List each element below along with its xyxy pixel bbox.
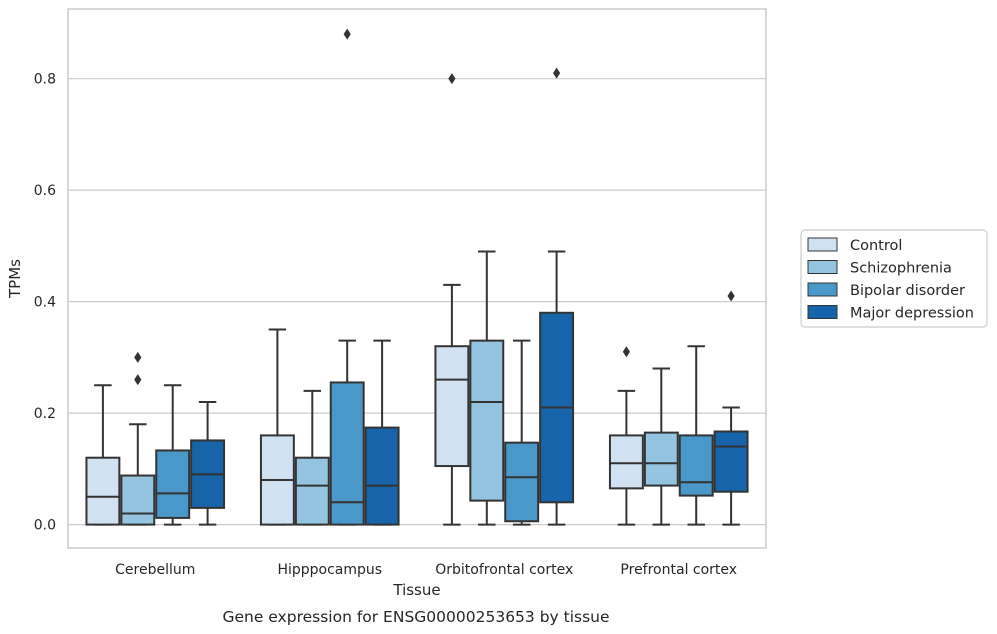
outlier-point: [553, 67, 561, 79]
box-schizophrenia: [643, 367, 679, 526]
legend-frame: [800, 229, 988, 328]
legend-swatch: [807, 282, 838, 297]
y-axis-label: TPMs: [6, 259, 24, 299]
box-control: [259, 328, 295, 526]
iqr-box: [364, 426, 400, 526]
box-major-depression: [364, 339, 400, 526]
iqr-box: [608, 434, 644, 490]
outlier-point: [727, 290, 735, 302]
iqr-box: [120, 474, 156, 526]
iqr-box: [678, 434, 714, 497]
box-schizophrenia: [120, 351, 156, 526]
x-tick-label: Cerebellum: [115, 562, 195, 578]
legend-label: Control: [850, 238, 902, 254]
x-tick-labels: Cerebellum Hipppocampus Orbitofrontal cort…: [115, 562, 737, 578]
x-tick-label: Orbitofrontal cortex: [435, 562, 573, 578]
legend-swatch: [807, 237, 838, 252]
y-tick-label: 0.2: [34, 406, 56, 422]
box-major-depression: [539, 67, 575, 526]
iqr-box: [643, 431, 679, 487]
legend-label: Schizophrenia: [850, 261, 952, 277]
plot-frame: [67, 8, 767, 549]
box-major-depression: [713, 290, 749, 526]
iqr-box: [329, 381, 365, 526]
iqr-box: [85, 456, 121, 526]
x-tick-label: Hipppocampus: [277, 562, 382, 578]
y-tick-label: 0.6: [34, 183, 56, 199]
box-control: [434, 73, 470, 526]
legend-swatch: [807, 260, 838, 274]
legend-swatch: [807, 305, 838, 319]
y-tick-labels: 0.0 0.2 0.4 0.6 0.8: [34, 72, 56, 534]
x-tick-label: Prefrontal cortex: [620, 562, 737, 578]
box-bipolar-disorder: [329, 28, 365, 526]
outlier-point: [622, 346, 630, 358]
x-axis-label: Tissue: [392, 581, 440, 599]
box-series: [85, 28, 749, 526]
iqr-box: [155, 449, 191, 519]
outlier-point: [134, 374, 142, 386]
iqr-box: [434, 345, 470, 468]
legend-label: Major depression: [850, 306, 974, 322]
iqr-box: [713, 430, 749, 493]
box-bipolar-disorder: [504, 339, 540, 526]
legend-label: Bipolar disorder: [850, 283, 965, 299]
box-bipolar-disorder: [155, 384, 191, 526]
outlier-point: [448, 73, 456, 85]
y-gridlines: [68, 78, 766, 526]
box-control: [608, 346, 644, 526]
outlier-point: [343, 28, 351, 40]
chart-caption: Gene expression for ENSG00000253653 by t…: [222, 608, 609, 626]
outlier-point: [134, 351, 142, 363]
y-tick-label: 0.0: [34, 518, 56, 534]
y-tick-label: 0.4: [34, 295, 56, 311]
box-schizophrenia: [469, 250, 505, 526]
box-major-depression: [190, 400, 226, 526]
iqr-box: [504, 441, 540, 523]
y-tick-label: 0.8: [34, 72, 56, 88]
box-schizophrenia: [294, 389, 330, 526]
iqr-box: [294, 456, 330, 526]
legend: Control Schizophrenia Bipolar disorder Majo…: [800, 229, 988, 328]
box-control: [85, 384, 121, 526]
iqr-box: [469, 339, 505, 502]
box-bipolar-disorder: [678, 345, 714, 526]
